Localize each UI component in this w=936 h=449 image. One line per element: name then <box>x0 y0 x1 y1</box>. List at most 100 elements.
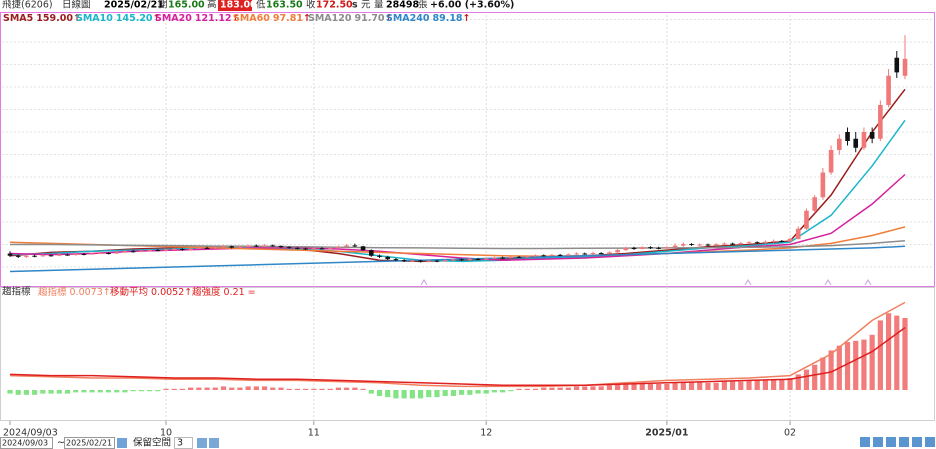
indicator-line <box>9 326 906 386</box>
volume-label: 量 <box>374 0 384 11</box>
legend-name: SMA20 <box>155 13 192 24</box>
tool-button[interactable] <box>925 437 935 447</box>
indicator-bar <box>237 387 243 390</box>
candle-body <box>171 249 177 250</box>
indicator-bar <box>171 388 177 390</box>
indicator-bar <box>130 390 136 392</box>
candle-body <box>410 260 415 262</box>
legend-name: 趨指標 <box>38 286 67 298</box>
tool-button[interactable] <box>873 437 883 447</box>
candle-body <box>180 249 185 250</box>
candle-body <box>828 150 834 173</box>
candle-body <box>212 247 218 249</box>
indicator-bar <box>573 386 580 390</box>
candle-body <box>508 256 514 258</box>
legend-trend: ↑ <box>184 287 192 298</box>
indicator-bar <box>302 388 309 390</box>
tool-button[interactable] <box>886 437 896 447</box>
low-value: 163.50 <box>266 0 303 11</box>
sma-line <box>9 226 906 257</box>
indicator-bar <box>853 340 859 390</box>
indicator-bar <box>401 390 407 399</box>
indicator-bar <box>179 388 186 390</box>
candle-body <box>746 242 752 244</box>
candle-body <box>188 248 193 250</box>
indicator-bar <box>664 384 670 390</box>
indicator-bar <box>483 390 489 394</box>
indicator-bar <box>672 382 678 390</box>
candle-body <box>902 58 908 76</box>
candle-body <box>106 253 111 255</box>
indicator-bar <box>48 390 54 394</box>
indicator-bar <box>615 384 621 390</box>
indicator-bar <box>105 390 112 393</box>
candle-body <box>196 247 202 249</box>
indicator-bar <box>508 390 514 392</box>
indicator-bar <box>278 387 284 390</box>
indicator-bar <box>450 390 456 396</box>
legend-name: SMA5 <box>3 13 33 24</box>
candle-body <box>623 247 629 251</box>
legend-value: 97.81 <box>273 13 303 24</box>
indicator-bar <box>754 380 760 390</box>
candle-body <box>139 250 144 252</box>
reserve-value: 3 <box>177 438 183 449</box>
candle-body <box>804 210 809 229</box>
indicator-bar <box>253 386 259 390</box>
indicator-bar <box>532 388 539 390</box>
candle-body <box>524 256 530 258</box>
open-value: 165.00 <box>168 0 205 11</box>
candle-body <box>122 251 128 253</box>
go-button[interactable] <box>117 438 127 448</box>
x-tick-label: 2024/09/03 <box>3 428 58 439</box>
candle-body <box>492 257 497 259</box>
indicator-bar <box>705 382 711 390</box>
indicator-bar <box>163 388 169 390</box>
candle-body <box>763 241 768 243</box>
low-label: 低 <box>256 0 266 11</box>
candle-body <box>319 248 325 250</box>
legend-trend: ↑ <box>73 13 81 24</box>
legend-trend: = <box>248 287 256 298</box>
x-tick-label: 2025/01 <box>645 428 688 439</box>
candle-body <box>713 244 719 246</box>
indicator-bar <box>442 390 448 396</box>
indicator-bar <box>344 387 350 390</box>
indicator-bar <box>89 390 95 393</box>
tool-button[interactable] <box>860 437 870 447</box>
candle-body <box>615 250 620 253</box>
start-date: 2024/09/03 <box>2 439 48 448</box>
candle-body <box>697 244 703 246</box>
indicator-bar <box>114 390 120 393</box>
tool-button[interactable] <box>209 438 219 448</box>
legend-name: SMA240 <box>386 13 430 24</box>
candle-body <box>656 247 661 249</box>
indicator-bar <box>549 387 555 390</box>
candle-body <box>722 243 727 245</box>
indicator-bar <box>409 390 415 399</box>
legend-entry: SMA10 145.20↑ <box>76 13 161 24</box>
indicator-bar <box>393 390 399 399</box>
legend-value: 145.20 <box>116 13 153 24</box>
tool-button[interactable] <box>197 438 207 448</box>
tool-button[interactable] <box>899 437 909 447</box>
candle-body <box>639 247 645 249</box>
candle-body <box>598 253 604 255</box>
candle-body <box>820 172 826 198</box>
candle-body <box>418 260 423 262</box>
marker <box>420 279 428 286</box>
indicator-bar <box>680 381 686 390</box>
indicator-bar <box>360 388 366 390</box>
candle-body <box>500 257 505 259</box>
legend-value: 0.0052 <box>151 287 184 298</box>
indicator-bar <box>204 387 210 390</box>
unit-s: s <box>352 0 358 11</box>
legend-entry: 移動平均 0.0052↑ <box>110 286 192 298</box>
indicator-bar <box>270 387 276 390</box>
indicator-bar <box>877 320 883 390</box>
indicator-bar <box>590 386 596 390</box>
indicator-bar <box>729 381 736 390</box>
candle-body <box>327 247 333 249</box>
tool-button[interactable] <box>912 437 922 447</box>
candle-body <box>837 138 842 150</box>
